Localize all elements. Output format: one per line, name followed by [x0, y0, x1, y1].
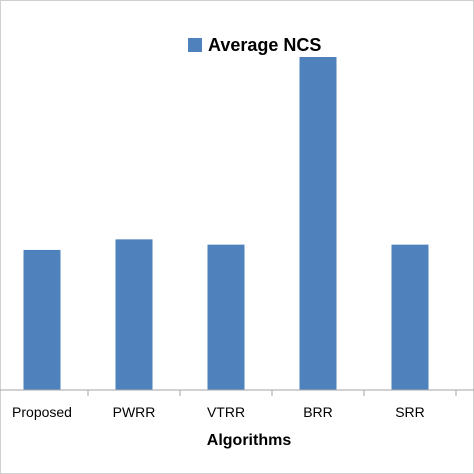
x-tick-label-pwrr: PWRR [113, 404, 156, 420]
bar-proposed [23, 249, 61, 390]
bars-group [23, 57, 429, 390]
x-axis-tick-labels: Proposed PWRR VTRR BRR SRR [12, 404, 425, 420]
bar-pwrr [115, 239, 153, 390]
bar-vtrr [207, 244, 245, 390]
x-tick-label-brr: BRR [303, 404, 333, 420]
x-axis-title: Algorithms [207, 432, 292, 449]
x-tick-label-vtrr: VTRR [207, 404, 245, 420]
bar-srr [391, 244, 429, 390]
legend: Average NCS [188, 35, 321, 55]
legend-label: Average NCS [208, 35, 321, 55]
bar-brr [299, 57, 337, 390]
x-tick-label-srr: SRR [395, 404, 425, 420]
legend-swatch [188, 38, 202, 52]
x-axis-ticks [87, 390, 457, 396]
x-tick-label-proposed: Proposed [12, 404, 72, 420]
